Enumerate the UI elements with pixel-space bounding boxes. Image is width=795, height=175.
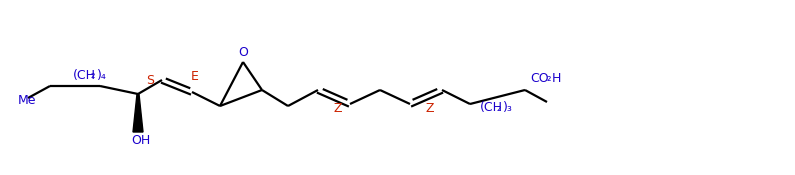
- Text: Z: Z: [334, 103, 343, 116]
- Text: S: S: [146, 74, 154, 86]
- Text: O: O: [238, 47, 248, 60]
- Text: CO: CO: [530, 72, 549, 85]
- Text: ₂: ₂: [497, 103, 502, 113]
- Text: ₂: ₂: [91, 70, 95, 80]
- Text: H: H: [552, 72, 561, 85]
- Text: OH: OH: [131, 134, 150, 146]
- Text: E: E: [191, 69, 199, 82]
- Polygon shape: [133, 94, 143, 132]
- Text: (CH: (CH: [480, 102, 503, 114]
- Text: )₄: )₄: [97, 68, 107, 82]
- Text: Z: Z: [426, 103, 434, 116]
- Text: )₃: )₃: [503, 102, 513, 114]
- Text: (CH: (CH: [73, 68, 96, 82]
- Text: Me: Me: [18, 93, 37, 107]
- Text: ₂: ₂: [547, 73, 552, 83]
